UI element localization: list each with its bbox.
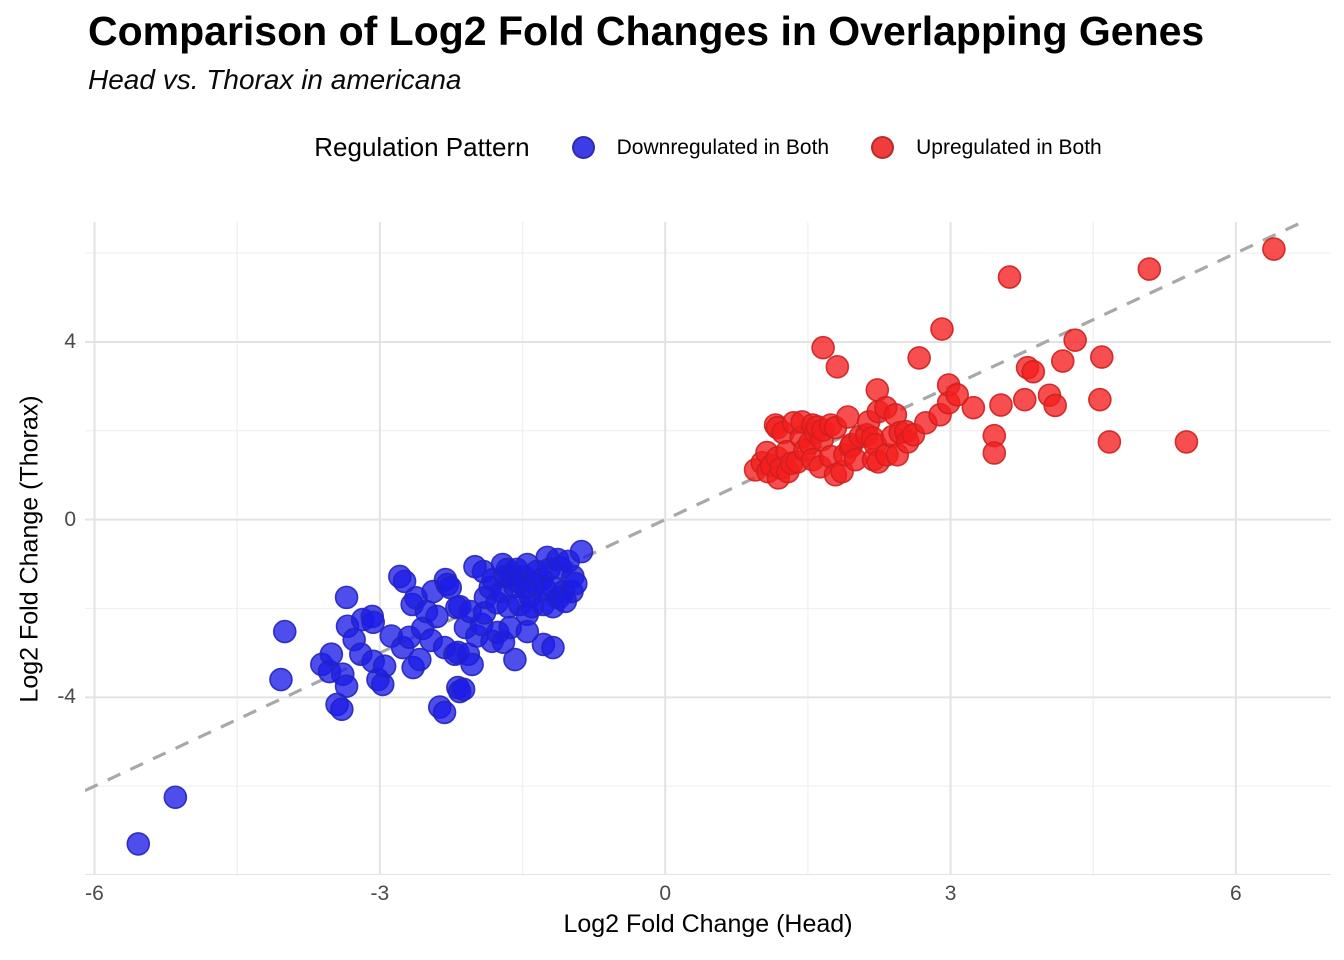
x-tick-label: 0 xyxy=(659,882,672,905)
legend-item-upregulated: Upregulated in Both xyxy=(871,136,1102,160)
legend: Regulation Pattern Downregulated in Both… xyxy=(85,132,1331,163)
data-point-upregulated xyxy=(982,441,1007,465)
data-point-upregulated xyxy=(907,346,931,370)
data-point-upregulated xyxy=(1174,430,1199,454)
data-point-downregulated xyxy=(460,652,484,677)
data-point-upregulated xyxy=(961,395,986,420)
data-point-downregulated xyxy=(334,585,359,610)
identity-reference-line xyxy=(85,222,1304,793)
data-point-downregulated xyxy=(269,667,293,692)
data-point-downregulated xyxy=(563,571,588,596)
data-point-downregulated xyxy=(432,700,457,725)
data-point-downregulated xyxy=(451,677,476,702)
chart-subtitle: Head vs. Thorax in americana xyxy=(88,64,462,95)
data-point-downregulated xyxy=(361,610,385,635)
data-point-downregulated xyxy=(372,654,397,679)
chart-title: Comparison of Log2 Fold Changes in Overl… xyxy=(88,8,1205,54)
x-tick-label: -6 xyxy=(85,882,104,905)
data-point-upregulated xyxy=(825,355,850,379)
data-point-upregulated xyxy=(989,393,1013,417)
x-tick-label: 6 xyxy=(1230,882,1242,905)
scatter-plot xyxy=(85,222,1331,875)
y-tick-label: -4 xyxy=(57,685,76,709)
data-point-downregulated xyxy=(163,785,188,810)
y-tick-label: 0 xyxy=(64,507,76,531)
data-point-upregulated xyxy=(1089,345,1114,369)
data-point-upregulated xyxy=(1137,257,1162,281)
data-point-upregulated xyxy=(1088,387,1112,412)
data-point-downregulated xyxy=(334,674,359,699)
data-point-upregulated xyxy=(930,317,954,341)
data-point-downregulated xyxy=(541,635,565,660)
data-point-downregulated xyxy=(569,539,594,564)
data-point-upregulated xyxy=(945,383,970,407)
data-point-downregulated xyxy=(392,569,417,594)
data-point-downregulated xyxy=(319,642,344,667)
data-point-upregulated xyxy=(836,405,860,429)
data-point-downregulated xyxy=(408,647,432,672)
x-tick-label: 3 xyxy=(944,882,957,905)
legend-marker-upregulated-icon xyxy=(871,136,895,159)
legend-marker-downregulated-icon xyxy=(571,136,595,159)
data-point-upregulated xyxy=(1063,328,1087,352)
legend-item-downregulated: Downregulated in Both xyxy=(571,135,830,160)
data-point-upregulated xyxy=(1262,237,1286,261)
x-tick-label: -3 xyxy=(370,882,390,905)
data-point-upregulated xyxy=(1050,349,1075,373)
data-point-downregulated xyxy=(503,647,527,672)
y-axis-tick-labels: -4 0 4 xyxy=(0,222,76,875)
data-point-upregulated xyxy=(1097,430,1122,454)
data-point-downregulated xyxy=(330,697,354,722)
data-point-upregulated xyxy=(1021,359,1046,384)
legend-label-upregulated: Upregulated in Both xyxy=(916,135,1102,159)
data-point-downregulated xyxy=(425,604,449,629)
x-axis-tick-labels: -6 -3 0 3 6 xyxy=(85,882,1331,908)
data-point-downregulated xyxy=(515,619,540,644)
data-point-upregulated xyxy=(811,335,835,360)
data-point-upregulated xyxy=(1012,387,1037,412)
plot-panel xyxy=(85,222,1331,875)
data-point-downregulated xyxy=(272,619,297,644)
legend-label-downregulated: Downregulated in Both xyxy=(616,135,830,159)
legend-title: Regulation Pattern xyxy=(314,132,530,162)
y-tick-label: 4 xyxy=(64,329,76,353)
data-point-downregulated xyxy=(126,832,151,856)
data-point-upregulated xyxy=(997,265,1022,289)
x-axis-title: Log2 Fold Change (Head) xyxy=(563,910,853,938)
data-point-upregulated xyxy=(1043,393,1067,418)
